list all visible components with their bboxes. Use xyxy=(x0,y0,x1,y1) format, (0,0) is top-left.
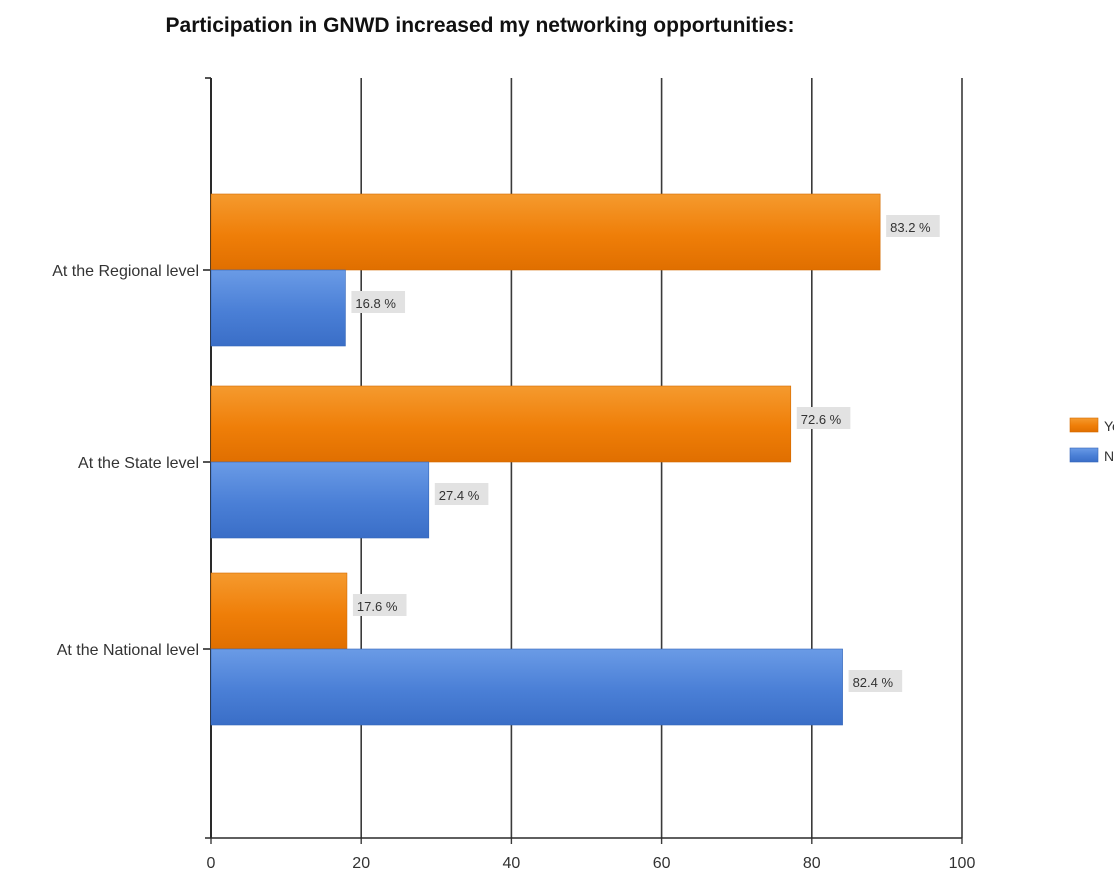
data-label-text-no-at-the-state-level: 27.4 % xyxy=(439,488,480,503)
data-label-no-at-the-regional-level: 16.8 % xyxy=(351,291,406,313)
category-label-at-the-state-level: At the State level xyxy=(78,455,199,472)
data-label-yes-at-the-national-level: 17.6 % xyxy=(352,594,407,616)
data-label-yes-at-the-state-level: 72.6 % xyxy=(796,407,851,429)
x-tick-label-80: 80 xyxy=(803,855,821,872)
x-tick-label-0: 0 xyxy=(207,855,216,872)
legend-swatch-no xyxy=(1069,447,1099,463)
bar-no-at-the-state-level xyxy=(210,461,430,539)
data-label-text-yes-at-the-national-level: 17.6 % xyxy=(357,599,398,614)
data-label-box-no-at-the-regional-level xyxy=(351,291,406,313)
data-label-no-at-the-national-level: 82.4 % xyxy=(848,670,903,692)
data-label-box-no-at-the-national-level xyxy=(848,670,903,692)
data-labels: 83.2 % 16.8 % 72.6 % 27.4 % 17.6 % 82.4 % xyxy=(351,215,940,692)
chart-title: Participation in GNWD increased my netwo… xyxy=(165,14,795,37)
bar-no-at-the-regional-level xyxy=(210,269,346,347)
x-tick-label-20: 20 xyxy=(352,855,370,872)
legend: Yes No xyxy=(1069,417,1114,464)
bar-yes-at-the-national-level xyxy=(210,572,348,650)
bar-yes-at-the-state-level xyxy=(210,385,792,463)
data-label-yes-at-the-regional-level: 83.2 % xyxy=(886,215,940,237)
data-label-text-yes-at-the-regional-level: 83.2 % xyxy=(890,220,931,235)
x-tick-label-100: 100 xyxy=(949,855,976,872)
category-label-at-the-regional-level: At the Regional level xyxy=(52,263,199,280)
data-label-text-no-at-the-national-level: 82.4 % xyxy=(853,675,894,690)
legend-label-yes: Yes xyxy=(1104,418,1114,434)
data-label-box-yes-at-the-state-level xyxy=(796,407,851,429)
data-label-no-at-the-state-level: 27.4 % xyxy=(434,483,489,505)
bar-yes-at-the-regional-level xyxy=(210,193,881,271)
legend-swatch-yes xyxy=(1069,417,1099,433)
category-label-at-the-national-level: At the National level xyxy=(57,642,199,659)
data-label-box-yes-at-the-regional-level xyxy=(886,215,940,237)
x-tick-label-40: 40 xyxy=(503,855,521,872)
data-label-text-yes-at-the-state-level: 72.6 % xyxy=(801,412,842,427)
data-label-box-no-at-the-state-level xyxy=(434,483,489,505)
x-tick-label-60: 60 xyxy=(653,855,671,872)
bar-no-at-the-national-level xyxy=(210,648,843,726)
data-label-box-yes-at-the-national-level xyxy=(352,594,407,616)
data-label-text-no-at-the-regional-level: 16.8 % xyxy=(355,296,396,311)
bars xyxy=(210,193,881,726)
legend-label-no: No xyxy=(1104,448,1114,464)
